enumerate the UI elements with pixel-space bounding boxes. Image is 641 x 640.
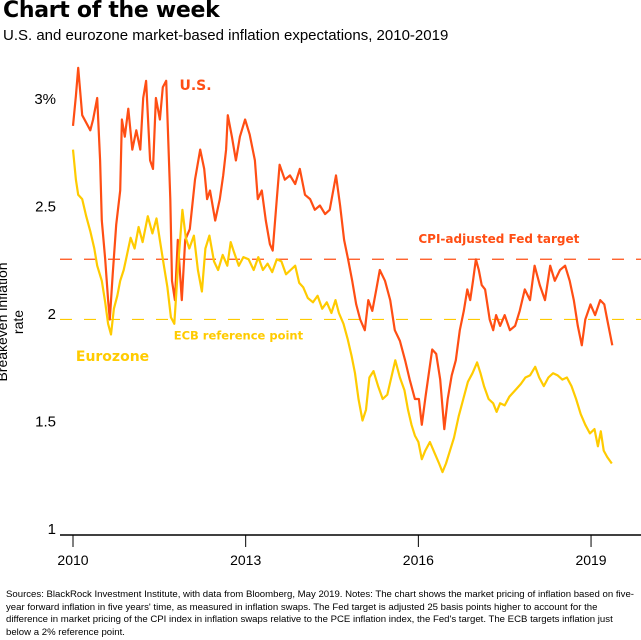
y-tick-label: 2	[48, 306, 56, 323]
y-tick-label: 2.5	[35, 199, 56, 216]
x-tick-label: 2010	[57, 552, 88, 568]
chart-subtitle: U.S. and eurozone market-based inflation…	[3, 27, 449, 44]
y-tick-label: 1.5	[35, 414, 56, 431]
y-tick-label: 3%	[34, 91, 56, 108]
fed-target-label: CPI-adjusted Fed target	[418, 232, 579, 246]
eurozone-series-label: Eurozone	[76, 349, 149, 365]
ecb-reference-label: ECB reference point	[174, 329, 304, 343]
x-tick-label: 2016	[403, 552, 434, 568]
us-series-label: U.S.	[179, 78, 211, 94]
chart-footnote: Sources: BlackRock Investment Institute,…	[6, 589, 634, 638]
chart-area: 1 1.5 2 2.5 3% 2010 2013 2016 2019 U.S. Eurozone…	[34, 66, 641, 568]
x-tick-label: 2013	[230, 552, 261, 568]
chart-title: Chart of the week	[3, 0, 220, 23]
y-tick-label: 1	[48, 521, 56, 538]
x-tick-label: 2019	[575, 552, 606, 568]
series-line-us	[71, 66, 614, 431]
series-line-eurozone	[71, 149, 613, 474]
